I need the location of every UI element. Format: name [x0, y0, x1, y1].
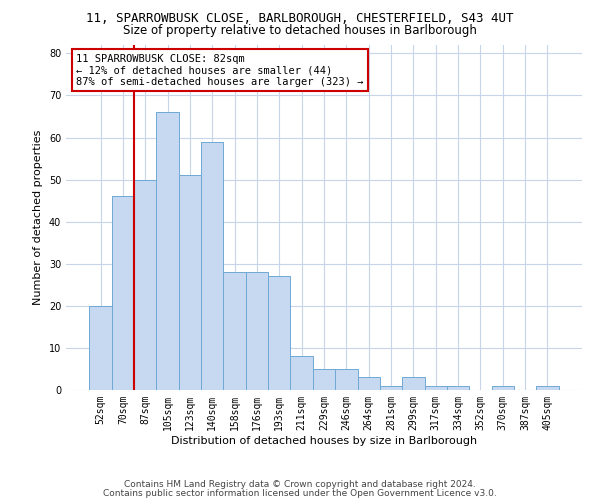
Y-axis label: Number of detached properties: Number of detached properties	[33, 130, 43, 305]
Text: 11, SPARROWBUSK CLOSE, BARLBOROUGH, CHESTERFIELD, S43 4UT: 11, SPARROWBUSK CLOSE, BARLBOROUGH, CHES…	[86, 12, 514, 26]
Bar	[358, 378, 380, 390]
Bar	[201, 142, 223, 390]
Bar	[313, 369, 335, 390]
Bar	[536, 386, 559, 390]
Bar	[380, 386, 402, 390]
Bar	[290, 356, 313, 390]
Bar	[402, 378, 425, 390]
Bar	[491, 386, 514, 390]
Bar	[223, 272, 246, 390]
Bar	[157, 112, 179, 390]
Bar	[335, 369, 358, 390]
Bar	[112, 196, 134, 390]
Bar	[179, 176, 201, 390]
Bar	[89, 306, 112, 390]
Text: Contains public sector information licensed under the Open Government Licence v3: Contains public sector information licen…	[103, 488, 497, 498]
Bar	[134, 180, 157, 390]
Bar	[425, 386, 447, 390]
Bar	[268, 276, 290, 390]
Text: Size of property relative to detached houses in Barlborough: Size of property relative to detached ho…	[123, 24, 477, 37]
Text: Contains HM Land Registry data © Crown copyright and database right 2024.: Contains HM Land Registry data © Crown c…	[124, 480, 476, 489]
Bar	[447, 386, 469, 390]
Bar	[246, 272, 268, 390]
X-axis label: Distribution of detached houses by size in Barlborough: Distribution of detached houses by size …	[171, 436, 477, 446]
Text: 11 SPARROWBUSK CLOSE: 82sqm
← 12% of detached houses are smaller (44)
87% of sem: 11 SPARROWBUSK CLOSE: 82sqm ← 12% of det…	[76, 54, 364, 87]
